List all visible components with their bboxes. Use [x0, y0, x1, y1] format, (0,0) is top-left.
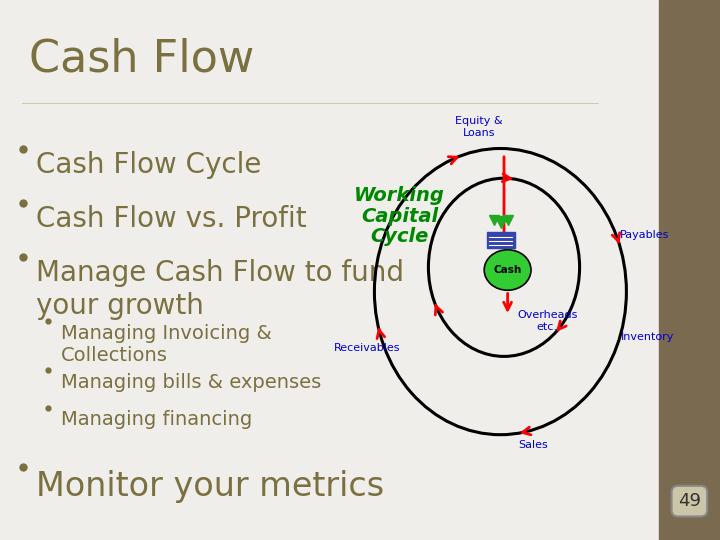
Text: Managing financing: Managing financing: [61, 410, 253, 429]
Text: Cash Flow Cycle: Cash Flow Cycle: [36, 151, 261, 179]
Text: Payables: Payables: [620, 230, 669, 240]
Text: Sales: Sales: [518, 441, 548, 450]
Text: Receivables: Receivables: [334, 343, 400, 353]
Text: Working
Capital
Cycle: Working Capital Cycle: [354, 186, 445, 246]
Text: Overheads
etc.: Overheads etc.: [517, 310, 577, 332]
Text: Cash: Cash: [493, 265, 522, 275]
Bar: [487, 232, 515, 248]
Text: Manage Cash Flow to fund
your growth: Manage Cash Flow to fund your growth: [36, 259, 404, 320]
Bar: [659, 0, 720, 540]
Text: Managing bills & expenses: Managing bills & expenses: [61, 373, 321, 392]
Text: Cash Flow vs. Profit: Cash Flow vs. Profit: [36, 205, 307, 233]
Ellipse shape: [484, 249, 531, 291]
Text: Managing Invoicing &
Collections: Managing Invoicing & Collections: [61, 324, 272, 365]
Text: Cash Flow: Cash Flow: [29, 38, 254, 81]
Text: 49: 49: [678, 492, 701, 510]
Text: Inventory: Inventory: [621, 333, 675, 342]
Text: Monitor your metrics: Monitor your metrics: [36, 470, 384, 503]
Text: Equity &
Loans: Equity & Loans: [455, 116, 503, 138]
